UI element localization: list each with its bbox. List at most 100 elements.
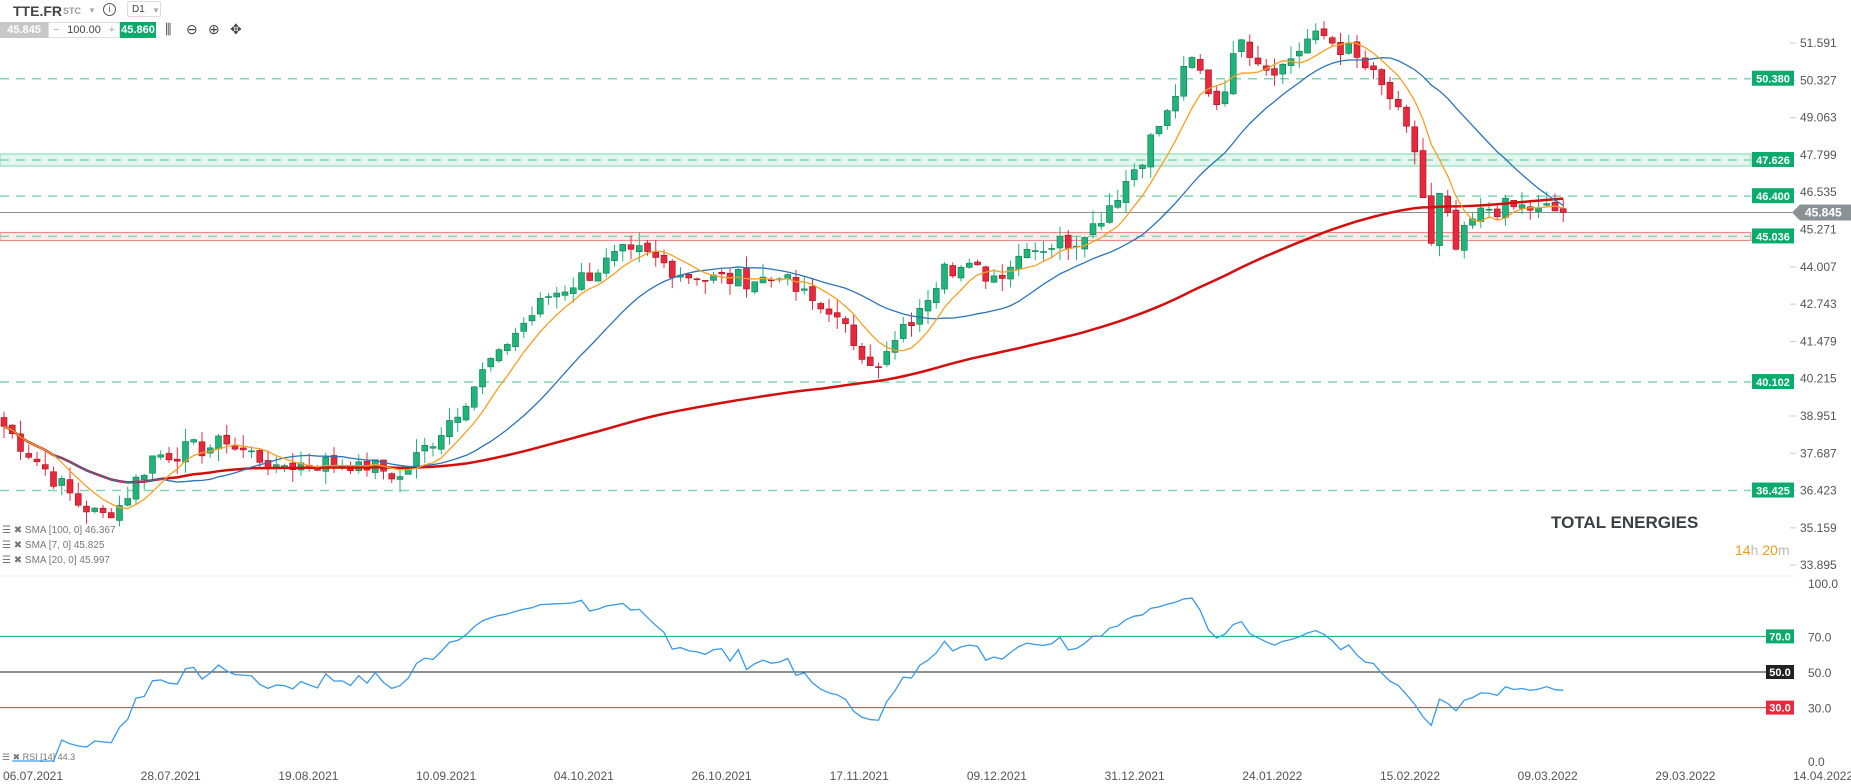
indicator-sma20[interactable]: ☰ ✖ SMA [20, 0] 45.997 — [2, 555, 110, 566]
candle-bullish — [1106, 205, 1113, 223]
zoom-in-icon[interactable]: ⊕ — [208, 21, 220, 37]
quantity-input[interactable]: 100.00 — [67, 24, 101, 36]
candle-bearish — [25, 453, 33, 458]
candle-bearish — [239, 447, 247, 451]
candle-bullish — [140, 475, 148, 481]
candle-bullish — [990, 275, 998, 283]
instrument-title: TOTAL ENERGIES — [1551, 513, 1699, 532]
candle-bullish — [1130, 169, 1138, 180]
candle-bullish — [1304, 38, 1311, 54]
candle-bearish — [1353, 41, 1361, 58]
candle-bearish — [1361, 57, 1369, 69]
candle-bullish — [965, 262, 973, 268]
candle-bullish — [182, 441, 189, 463]
candle-bullish — [883, 351, 891, 365]
candle-bearish — [1427, 195, 1435, 244]
buy-price-button[interactable]: 45.860 — [120, 22, 156, 38]
quantity-stepper[interactable]: − 100.00 + — [48, 22, 120, 38]
indicator-label: SMA [7, 0] 45.825 — [24, 540, 105, 551]
candle-bearish — [41, 464, 49, 470]
candle-bearish — [949, 265, 957, 277]
candle-bullish — [553, 292, 561, 298]
candle-bearish — [1246, 41, 1254, 58]
candle-bearish — [652, 251, 660, 258]
candle-bullish — [1172, 95, 1179, 112]
candle-bullish — [132, 476, 140, 500]
date-tick-label: 24.01.2022 — [1242, 769, 1302, 783]
decrease-button[interactable]: − — [53, 24, 60, 36]
candle-bearish — [833, 312, 841, 318]
candle-bullish — [1015, 255, 1023, 270]
move-icon[interactable]: ✥ — [230, 21, 242, 37]
level-tag-label: 45.036 — [1756, 231, 1790, 243]
price-tick-label: 40.215 — [1800, 372, 1837, 386]
candle-bearish — [1411, 126, 1419, 153]
candle-bullish — [520, 322, 528, 332]
candle-bullish — [396, 476, 404, 480]
candle-bearish — [223, 434, 231, 445]
candle-bearish — [1403, 106, 1410, 127]
date-tick-label: 09.12.2021 — [967, 769, 1027, 783]
chevron-down-icon[interactable]: ▼ — [88, 6, 96, 15]
candle-bearish — [1064, 234, 1072, 249]
candle-bearish — [858, 346, 866, 360]
instrument-type[interactable]: STC — [63, 6, 81, 16]
increase-button[interactable]: + — [108, 24, 115, 36]
candle-bearish — [1394, 98, 1402, 108]
candle-bearish — [701, 280, 709, 282]
candle-bullish — [1188, 57, 1196, 68]
candle-bearish — [1559, 208, 1567, 213]
candle-bullish — [941, 263, 948, 290]
indicator-sma7[interactable]: ☰ ✖ SMA [7, 0] 45.825 — [2, 540, 105, 551]
candle-bullish — [561, 291, 569, 296]
chart-type-icon[interactable]: ⫼ — [165, 21, 172, 37]
date-tick-label: 06.07.2021 — [3, 769, 63, 783]
candle-bullish — [1081, 237, 1089, 250]
candle-bullish — [1518, 204, 1526, 209]
price-tick-label: 42.743 — [1800, 297, 1837, 311]
indicator-rsi[interactable]: ☰ ✖ RSI [14] 44.3 — [2, 752, 76, 762]
date-tick-label: 31.12.2021 — [1105, 769, 1165, 783]
candle-bullish — [1312, 30, 1320, 41]
candle-bullish — [124, 498, 132, 506]
sell-price-button[interactable]: 45.845 — [0, 22, 48, 38]
candle-bearish — [107, 512, 115, 519]
candle-bullish — [1229, 53, 1237, 95]
date-tick-label: 15.02.2022 — [1380, 769, 1440, 783]
level-tag — [1752, 188, 1794, 204]
candle-bearish — [388, 473, 396, 480]
date-tick-label: 14.04.2022 — [1793, 769, 1851, 783]
candle-bullish — [454, 416, 462, 423]
candle-bullish — [58, 478, 66, 486]
price-tick-label: 51.591 — [1800, 36, 1837, 50]
price-tick-label: 45.271 — [1800, 223, 1837, 237]
current-price-label: 45.845 — [1805, 206, 1842, 220]
candle-bullish — [322, 457, 330, 472]
rsi-tick-label: 50.0 — [1808, 666, 1832, 680]
price-tick-label: 50.327 — [1800, 73, 1837, 87]
candle-bearish — [1320, 28, 1328, 36]
candle-bearish — [998, 274, 1006, 279]
sma100-line — [3, 197, 1564, 484]
candle-bullish — [495, 349, 503, 362]
zoom-out-icon[interactable]: ⊖ — [186, 21, 198, 37]
price-tick-label: 47.799 — [1800, 148, 1837, 162]
candle-bullish — [578, 272, 585, 290]
price-tick-label: 33.895 — [1800, 558, 1837, 572]
indicator-sma100[interactable]: ☰ ✖ SMA [100, 0] 46.367 — [2, 525, 116, 536]
date-tick-label: 29.03.2022 — [1655, 769, 1715, 783]
candle-bullish — [1097, 223, 1105, 227]
symbol-label[interactable]: TTE.FR — [13, 3, 62, 19]
candle-bullish — [1535, 207, 1542, 212]
timeframe-select[interactable]: D1 ▼ — [127, 1, 161, 17]
level-tag-label: 47.626 — [1756, 155, 1790, 167]
candle-bullish — [932, 288, 940, 303]
level-tag-label: 40.102 — [1756, 377, 1790, 389]
candle-bullish — [1436, 192, 1443, 246]
candle-bullish — [1139, 164, 1146, 169]
info-icon[interactable]: i — [103, 3, 116, 16]
candle-bearish — [1378, 69, 1386, 86]
candle-bearish — [908, 322, 915, 327]
candle-bearish — [1386, 81, 1394, 100]
